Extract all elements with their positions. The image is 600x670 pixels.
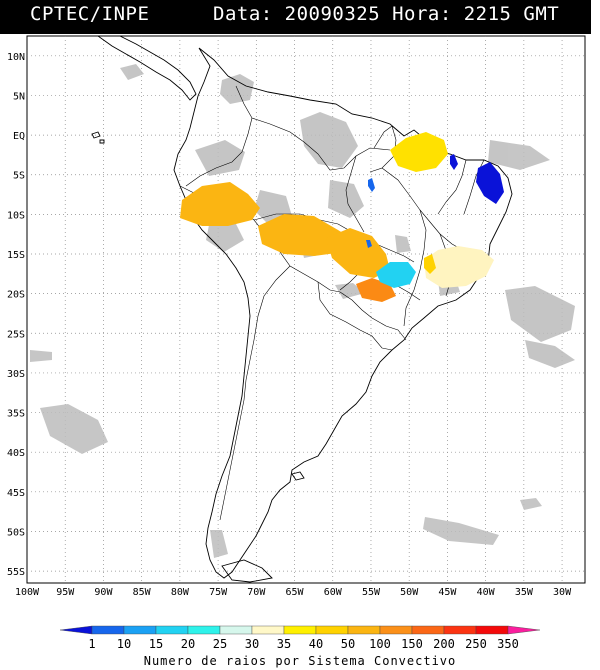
- cluster-blue-go: [366, 240, 372, 248]
- colorbar-tick-label: 150: [401, 637, 423, 651]
- lat-tick-label: 40S: [7, 448, 25, 459]
- lat-tick-label: 50S: [7, 527, 25, 538]
- lon-tick-label: 65W: [286, 587, 305, 598]
- colorbar-swatch: [475, 625, 509, 635]
- lat-tick-label: 20S: [7, 290, 25, 301]
- falklands: [291, 471, 305, 481]
- lon-tick-label: 100W: [15, 587, 40, 598]
- colorbar-swatch: [507, 625, 541, 635]
- lat-tick-label: 5N: [13, 91, 25, 102]
- date-time-label: Data: 20090325 Hora: 2215 GMT: [213, 3, 560, 25]
- lon-tick-label: 70W: [247, 587, 266, 598]
- galapagos: [91, 131, 105, 144]
- colorbar-swatch: [283, 625, 317, 635]
- cluster-yellow: [390, 132, 448, 172]
- colorbar-swatch: [251, 625, 285, 635]
- lightning-map: 100W 95W 90W 85W 80W 75W 70W 65W 60W 55W 50W 45W 40W…: [7, 35, 586, 598]
- lon-tick-label: 90W: [94, 587, 113, 598]
- lat-tick-label: 5S: [13, 171, 25, 182]
- lon-tick-label: 30W: [553, 587, 572, 598]
- colorbar-swatch: [187, 625, 221, 635]
- lon-tick-label: 75W: [209, 587, 228, 598]
- colorbar-swatch: [219, 625, 253, 635]
- lat-tick-label: EQ: [13, 131, 25, 142]
- colorbar-tick-label: 50: [341, 637, 355, 651]
- cloud-cover: [30, 64, 575, 558]
- lat-lon-grid: [27, 36, 585, 583]
- map-header: CPTEC/INPE Data: 20090325 Hora: 2215 GMT: [0, 0, 591, 34]
- colorbar-swatch: [91, 625, 125, 635]
- colorbar-swatch: [155, 625, 189, 635]
- lon-tick-label: 35W: [515, 587, 534, 598]
- lon-tick-label: 40W: [477, 587, 496, 598]
- colorbar-swatch: [315, 625, 349, 635]
- colorbar: 1 10 15 20 25 30 35 40 50 100 150 200 250 350: [59, 625, 541, 651]
- cluster-orange-w: [180, 182, 260, 226]
- colorbar-swatch: [347, 625, 381, 635]
- colorbar-tick-label: 200: [433, 637, 455, 651]
- lon-tick-label: 80W: [171, 587, 190, 598]
- lat-tick-label: 15S: [7, 250, 25, 261]
- lon-tick-label: 45W: [438, 587, 457, 598]
- lon-tick-label: 55W: [362, 587, 381, 598]
- lat-tick-label: 35S: [7, 409, 25, 420]
- lat-axis-labels: 10N 5N EQ 5S 10S 15S 20S 25S 30S 35S 40S 45S 50S 55S: [7, 52, 25, 578]
- lon-tick-label: 50W: [400, 587, 419, 598]
- lat-tick-label: 55S: [7, 567, 25, 578]
- colorbar-tick-label: 25: [213, 637, 227, 651]
- colorbar-caption: Numero de raios por Sistema Convectivo: [143, 654, 457, 668]
- cluster-blue-ma: [368, 178, 375, 192]
- cluster-cyan: [376, 262, 416, 288]
- colorbar-tick-label: 40: [309, 637, 323, 651]
- cluster-yellow-small: [424, 254, 436, 274]
- colorbar-tick-label: 1: [88, 637, 95, 651]
- colorbar-swatch: [379, 625, 413, 635]
- colorbar-tick-label: 15: [149, 637, 163, 651]
- cluster-lightyellow: [424, 246, 494, 288]
- colorbar-tick-label: 20: [181, 637, 195, 651]
- cluster-blue-small: [450, 154, 458, 170]
- tierra-del-fuego: [221, 559, 273, 583]
- cluster-orange-e: [326, 228, 390, 278]
- source-label: CPTEC/INPE: [30, 3, 150, 25]
- lat-tick-label: 45S: [7, 488, 25, 499]
- colorbar-tick-label: 35: [277, 637, 291, 651]
- lon-tick-label: 85W: [133, 587, 152, 598]
- central-america-coast: [97, 35, 197, 101]
- cluster-blue-ne: [476, 162, 504, 204]
- lat-tick-label: 10S: [7, 210, 25, 221]
- colorbar-tick-label: 100: [369, 637, 391, 651]
- lat-tick-label: 30S: [7, 369, 25, 380]
- colorbar-swatch: [411, 625, 445, 635]
- colorbar-tick-label: 30: [245, 637, 259, 651]
- colorbar-tick-label: 250: [465, 637, 487, 651]
- colorbar-swatch: [123, 625, 157, 635]
- colorbar-swatch: [443, 625, 477, 635]
- colorbar-swatch: [59, 625, 93, 635]
- colorbar-tick-label: 350: [497, 637, 519, 651]
- lightning-clusters: [180, 132, 504, 302]
- lon-axis-labels: 100W 95W 90W 85W 80W 75W 70W 65W 60W 55W 50W 45W 40W…: [15, 587, 572, 598]
- colorbar-tick-label: 10: [117, 637, 131, 651]
- lat-tick-label: 25S: [7, 329, 25, 340]
- lon-tick-label: 60W: [324, 587, 343, 598]
- lat-tick-label: 10N: [7, 52, 25, 63]
- lon-tick-label: 95W: [56, 587, 75, 598]
